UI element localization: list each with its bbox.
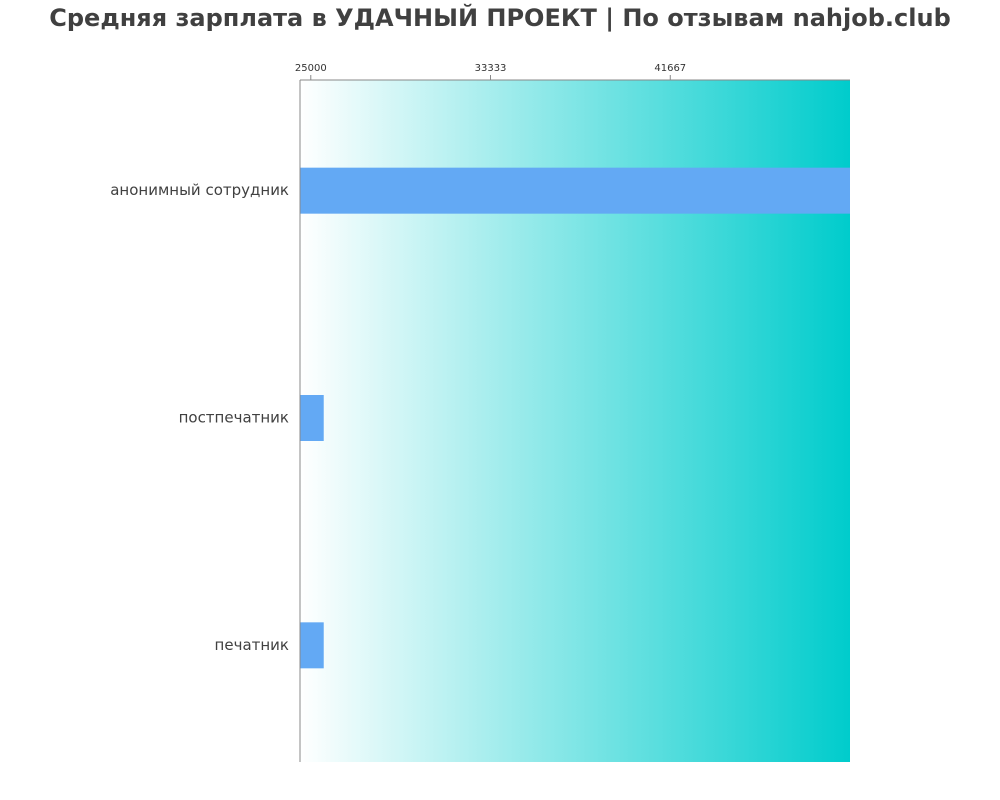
x-tick-label: 41667 — [654, 63, 686, 74]
category-label: анонимный сотрудник — [110, 181, 289, 199]
bar-0 — [300, 167, 850, 214]
chart-title: Средняя зарплата в УДАЧНЫЙ ПРОЕКТ | По о… — [49, 4, 951, 32]
x-tick-label: 33333 — [475, 63, 507, 74]
bar-2 — [300, 622, 324, 669]
category-label: печатник — [215, 636, 289, 654]
bar-1 — [300, 395, 324, 441]
x-tick-label: 25000 — [295, 63, 327, 74]
category-label: постпечатник — [179, 409, 289, 427]
